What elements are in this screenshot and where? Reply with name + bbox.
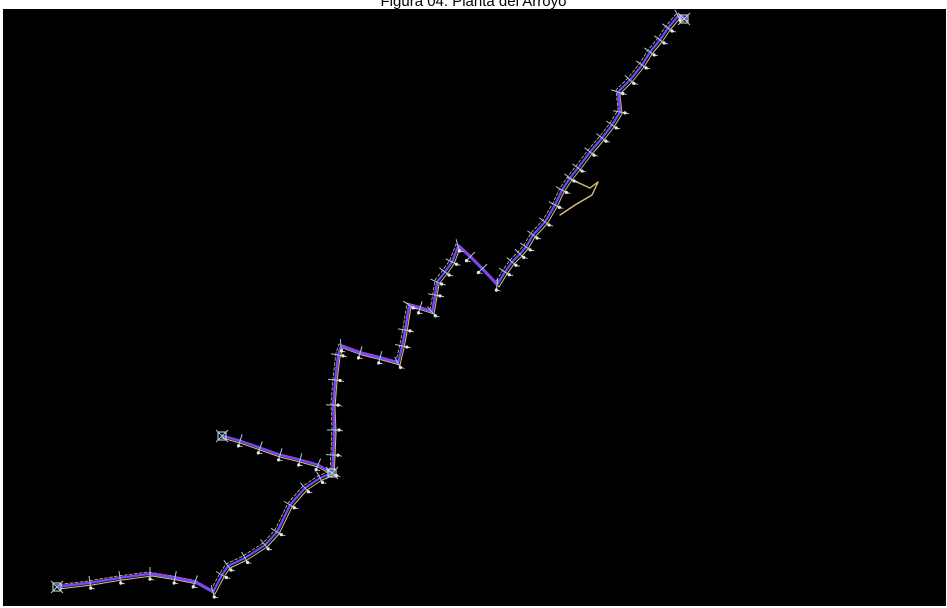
channel-station-label-glyph	[337, 454, 343, 457]
branch-station-label-glyph	[298, 464, 303, 467]
channel-station-label-glyph	[409, 330, 415, 333]
branch-end-marker-symbol	[215, 429, 229, 443]
branch-station-mark	[256, 451, 260, 455]
channel-station-label-glyph	[247, 561, 252, 564]
channel-station-label-glyph	[281, 534, 286, 537]
channel-station-label-glyph	[573, 180, 579, 183]
branch-station-label-glyph	[238, 445, 243, 448]
channel-station-label-glyph	[581, 170, 587, 173]
channel-station-label-glyph	[378, 362, 383, 365]
end-marker	[215, 12, 691, 480]
channel-station-label-glyph	[90, 587, 95, 590]
channel-station-label-glyph	[413, 307, 418, 310]
channel-station-label-glyph	[149, 578, 155, 581]
channel-station-label-glyph	[337, 404, 343, 407]
channel-station-label-glyph	[341, 350, 346, 353]
channel-station-label-glyph	[174, 582, 179, 585]
channel-station-label-glyph	[605, 140, 610, 143]
channel-centerline	[55, 14, 688, 594]
branch-station-label-glyph	[316, 469, 321, 472]
channel-station-label-glyph	[624, 112, 630, 115]
channel-station-label-glyph	[342, 355, 348, 358]
channel-station-label-glyph	[653, 54, 659, 57]
channel-station-label-glyph	[509, 274, 514, 277]
plan-view-canvas	[3, 9, 946, 606]
channel-station-label-glyph	[441, 283, 446, 286]
junction-marker-symbol	[325, 466, 339, 480]
channel-station-label-glyph	[559, 206, 564, 209]
channel-station-label-glyph	[530, 249, 535, 252]
channel-station-label-glyph	[120, 582, 125, 585]
channel-station-label-glyph	[338, 429, 344, 432]
branch-station-mark	[236, 444, 241, 448]
channel-station-label-glyph	[496, 289, 501, 292]
channel-station-label-glyph	[622, 93, 627, 95]
start-marker	[50, 580, 64, 594]
channel-station-label-glyph	[294, 507, 299, 510]
channel-station-label-glyph	[593, 154, 599, 157]
channel-station-label-glyph	[308, 491, 313, 494]
channel-station-label-glyph	[418, 312, 423, 315]
channel-secondary-trace	[57, 14, 688, 592]
channel-station-label-glyph	[523, 257, 528, 259]
channel-station-label-glyph	[226, 577, 231, 579]
channel-centerline-trace	[55, 14, 688, 594]
channel-station-mark	[464, 259, 469, 263]
channel-station-label-glyph	[268, 548, 273, 551]
cross-section-marks	[88, 9, 682, 599]
channel-station-label-glyph	[358, 357, 363, 360]
right-bank-line	[58, 17, 689, 595]
channel-station-label-glyph	[214, 596, 219, 599]
station-labels	[89, 18, 685, 599]
channel-station-label-glyph	[230, 569, 236, 572]
channel-station-label-glyph	[400, 367, 405, 369]
channel-station-mark	[514, 263, 518, 267]
channel-station-label-glyph	[663, 42, 669, 45]
end-marker-symbol	[677, 12, 691, 26]
channel-station-mark	[454, 262, 459, 266]
left-bank-line	[54, 13, 685, 591]
channel-station-label-glyph	[466, 260, 471, 262]
stream-plan-drawing	[50, 9, 691, 599]
channel-station-label-glyph	[536, 237, 542, 240]
channel-station-label-glyph	[566, 192, 571, 194]
start-marker-symbol	[50, 580, 64, 594]
channel-station-label-glyph	[616, 127, 621, 130]
figure-caption: Figura 04: Planta del Arroyo	[380, 0, 567, 10]
channel-station-label-glyph	[322, 481, 327, 484]
channel-station-label-glyph	[193, 586, 198, 589]
channel-offset-line	[54, 13, 689, 595]
channel-secondary-line	[57, 14, 688, 592]
channel-station-label-glyph	[439, 295, 445, 298]
channel-station-label-glyph	[339, 380, 345, 382]
branch-bank-line	[221, 437, 333, 476]
channel-station-label-glyph	[633, 82, 638, 85]
channel-station-label-glyph	[336, 475, 341, 477]
channel-station-label-glyph	[478, 272, 483, 274]
channel-station-label-glyph	[435, 315, 440, 318]
channel-station-label-glyph	[459, 250, 464, 253]
branch-station-label-glyph	[278, 459, 283, 462]
channel-station-label-glyph	[456, 263, 461, 266]
channel-station-label-glyph	[406, 346, 411, 349]
channel-station-label-glyph	[548, 224, 554, 227]
channel-station-mark	[212, 595, 216, 599]
branch-centerline-trace	[221, 435, 333, 474]
branch-station-label-glyph	[258, 452, 263, 455]
channel-station-label-glyph	[671, 30, 677, 33]
channel-station-label-glyph	[645, 67, 651, 70]
channel-station-label-glyph	[448, 274, 454, 277]
side-loop-line	[559, 177, 599, 216]
channel-station-label-glyph	[515, 264, 520, 267]
